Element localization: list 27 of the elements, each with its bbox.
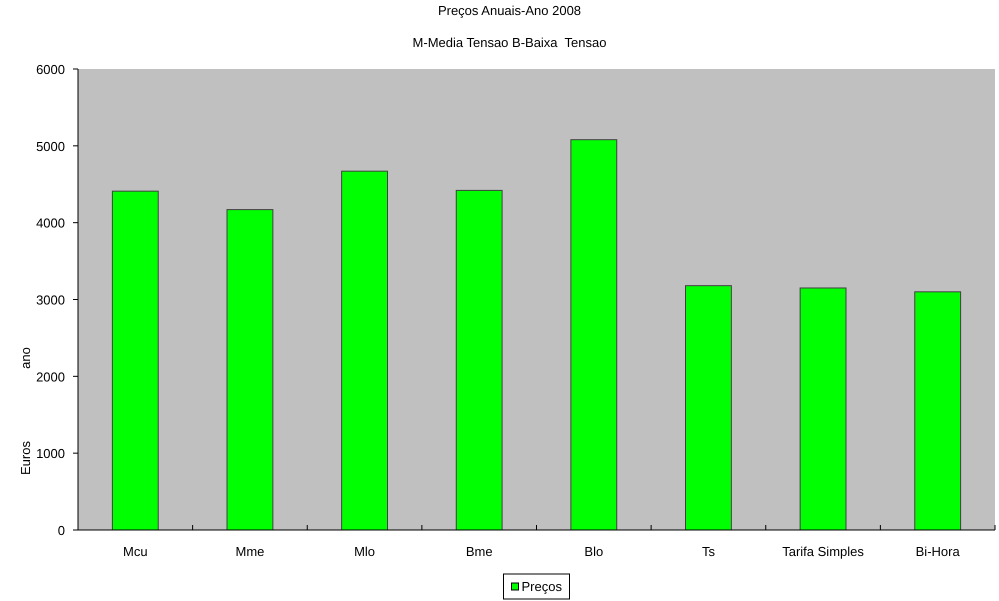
chart-title: Preços Anuais-Ano 2008: [438, 3, 582, 18]
x-tick-label: Mlo: [354, 544, 376, 559]
y-tick-label: 0: [58, 523, 65, 538]
y-tick-label: 6000: [36, 62, 65, 77]
x-tick-label: Bi-Hora: [916, 544, 960, 559]
bar: [226, 209, 274, 530]
bar: [914, 291, 962, 530]
y-tick-label: 5000: [36, 138, 65, 154]
y-tick-label: 2000: [36, 369, 65, 384]
x-tick-label: Bme: [466, 544, 493, 559]
chart-subtitle: M-Media Tensao B-Baixa Tensao: [412, 35, 606, 50]
y-tick-label: 3000: [36, 292, 65, 308]
y-tick-label: 1000: [36, 446, 65, 462]
bar: [341, 170, 388, 530]
x-tick-label: Mme: [235, 544, 264, 559]
x-tick-label: Mcu: [123, 544, 148, 559]
bar: [112, 190, 159, 530]
bar: [570, 139, 618, 530]
bar: [456, 190, 503, 530]
bar: [800, 287, 846, 530]
text: Euros ano: [18, 347, 33, 475]
y-tick-label: 4000: [36, 216, 65, 231]
x-tick-label: Ts: [702, 544, 716, 559]
x-tick-label: Tarifa Simples: [782, 544, 864, 559]
bar: [685, 285, 732, 530]
legend-label: Preços: [522, 579, 562, 594]
x-tick-label: Blo: [584, 544, 604, 559]
